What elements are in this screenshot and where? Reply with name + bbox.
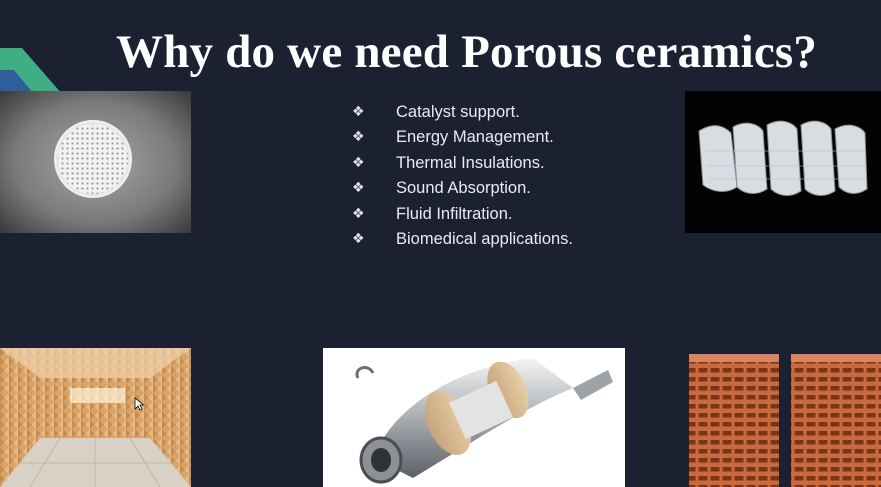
catalytic-converter-image [323, 348, 625, 487]
list-item: ❖ Thermal Insulations. [352, 152, 682, 177]
bullet-text: Sound Absorption. [396, 179, 531, 198]
diamond-bullet-icon: ❖ [352, 154, 365, 171]
diamond-bullet-icon: ❖ [352, 230, 365, 247]
bullet-text: Energy Management. [396, 128, 554, 147]
list-item: ❖ Catalyst support. [352, 101, 682, 126]
mouse-cursor-icon [134, 397, 144, 411]
bullet-list: ❖ Catalyst support. ❖ Energy Management. ❖… [352, 101, 682, 253]
bullet-text: Biomedical applications. [396, 229, 574, 248]
sound-absorption-room-image [0, 348, 191, 487]
diamond-bullet-icon: ❖ [352, 104, 365, 120]
clay-bricks-image [685, 348, 881, 487]
diamond-bullet-icon: ❖ [352, 129, 365, 146]
bullet-text: Fluid Infiltration. [396, 204, 513, 223]
bone-scaffold-image [685, 91, 881, 233]
list-item: ❖ Fluid Infiltration. [352, 203, 682, 228]
slide-title: Why do we need Porous ceramics? [116, 26, 818, 78]
list-item: ❖ Sound Absorption. [352, 177, 682, 202]
bullet-text: Catalyst support. [396, 103, 520, 121]
diamond-bullet-icon: ❖ [352, 205, 365, 222]
ceramic-filter-image [0, 91, 191, 233]
bullet-text: Thermal Insulations. [396, 153, 545, 172]
corner-decoration [0, 48, 62, 94]
diamond-bullet-icon: ❖ [352, 180, 365, 197]
list-item: ❖ Biomedical applications. [352, 228, 682, 253]
list-item: ❖ Energy Management. [352, 126, 682, 151]
